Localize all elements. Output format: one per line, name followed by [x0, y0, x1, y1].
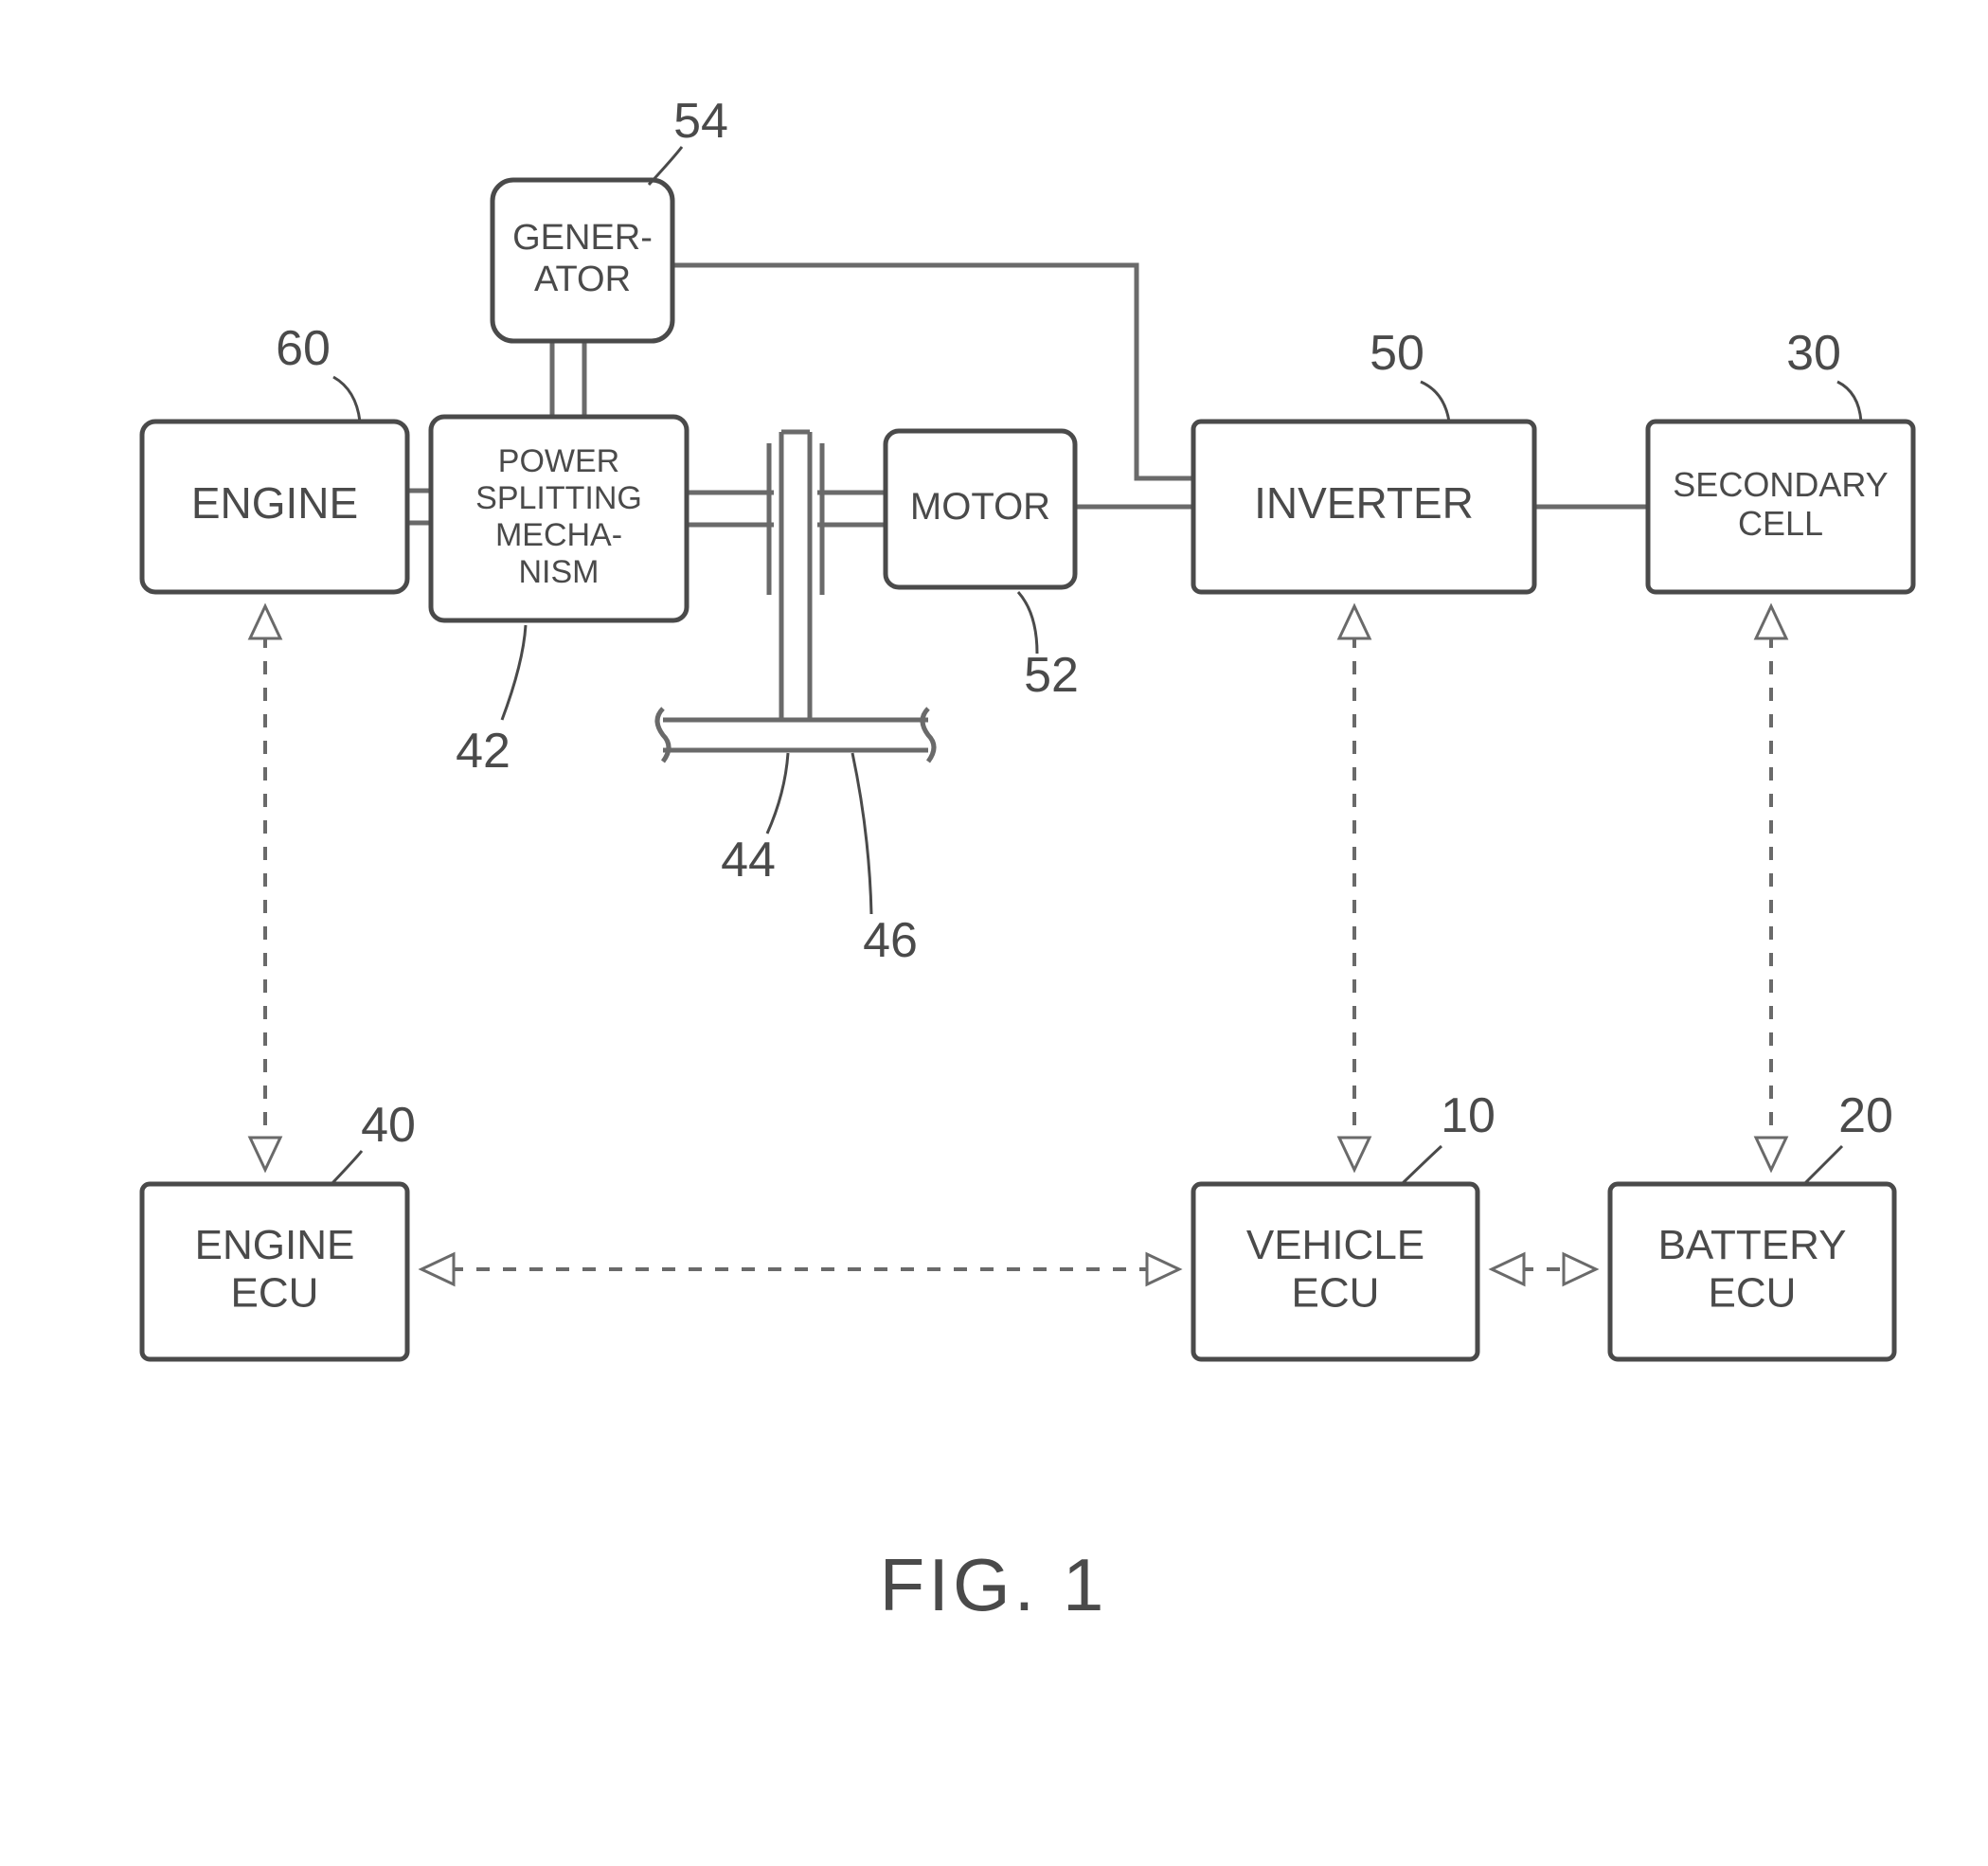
ref-psm: 42 [456, 625, 526, 779]
box-inverter: INVERTER [1193, 422, 1534, 592]
control-link-engine_to_engine_ecu [250, 606, 280, 1170]
box-label-engine_ecu-0: ENGINE [195, 1222, 355, 1268]
box-generator: GENER-ATOR [493, 180, 672, 341]
box-battery_ecu: BATTERYECU [1610, 1184, 1894, 1359]
control-link-engine_ecu_to_vehicle_ecu [421, 1254, 1179, 1284]
ref-engine_ecu: 40 [331, 1098, 416, 1184]
link-generator-psm [552, 341, 584, 417]
box-label-inverter: INVERTER [1254, 478, 1474, 528]
box-label-engine: ENGINE [191, 478, 358, 528]
ref-num-engine_ecu: 40 [361, 1098, 416, 1153]
ref-num-motor: 52 [1024, 648, 1079, 703]
box-label-battery_ecu-0: BATTERY [1658, 1222, 1847, 1268]
box-label-generator-1: ATOR [534, 260, 631, 299]
box-label-vehicle_ecu-1: ECU [1292, 1269, 1380, 1316]
link-psm-gear [687, 493, 774, 525]
ref-num-battery_ecu: 20 [1838, 1088, 1893, 1143]
control-link-secondary_to_battery_ecu [1756, 606, 1786, 1170]
box-label-psm-3: NISM [519, 554, 600, 590]
ref-battery_ecu: 20 [1804, 1088, 1893, 1184]
ref-num-vehicle_ecu: 10 [1441, 1088, 1495, 1143]
ref-generator: 54 [649, 94, 728, 185]
ref-r44: 44 [721, 753, 788, 888]
ref-secondary: 30 [1786, 326, 1861, 422]
ref-engine: 60 [276, 321, 360, 422]
box-motor: MOTOR [886, 431, 1075, 587]
ref-num-r46: 46 [863, 913, 918, 968]
box-vehicle_ecu: VEHICLEECU [1193, 1184, 1478, 1359]
ref-r46: 46 [852, 753, 918, 968]
diagram-canvas: ENGINE POWERSPLITTINGMECHA-NISM GENER-ATOR… [0, 0, 1988, 1866]
box-label-motor: MOTOR [910, 486, 1050, 528]
link-gear-motor [817, 493, 886, 525]
ref-num-psm: 42 [456, 724, 510, 779]
ref-vehicle_ecu: 10 [1402, 1088, 1495, 1184]
box-label-battery_ecu-1: ECU [1709, 1269, 1797, 1316]
ref-num-engine: 60 [276, 321, 331, 376]
control-link-inverter_to_vehicle_ecu [1339, 606, 1370, 1170]
figure-caption: FIG. 1 [880, 1543, 1108, 1626]
box-label-generator-0: GENER- [512, 218, 653, 258]
box-label-secondary-1: CELL [1738, 504, 1823, 543]
control-link-vehicle_ecu_to_battery_ecu [1492, 1254, 1596, 1284]
box-label-vehicle_ecu-0: VEHICLE [1246, 1222, 1424, 1268]
box-secondary: SECONDARYCELL [1648, 422, 1913, 592]
box-label-secondary-0: SECONDARY [1673, 465, 1888, 504]
box-label-engine_ecu-1: ECU [231, 1269, 319, 1316]
box-engine_ecu: ENGINEECU [142, 1184, 407, 1359]
ref-num-inverter: 50 [1370, 326, 1424, 381]
ref-num-generator: 54 [673, 94, 728, 149]
link-engine-psm [407, 491, 431, 523]
ref-inverter: 50 [1370, 326, 1449, 422]
box-label-psm-0: POWER [498, 443, 619, 479]
box-engine: ENGINE [142, 422, 407, 592]
box-label-psm-2: MECHA- [495, 517, 622, 553]
ref-motor: 52 [1018, 592, 1079, 703]
ref-num-r44: 44 [721, 833, 776, 888]
ref-num-secondary: 30 [1786, 326, 1841, 381]
box-psm: POWERSPLITTINGMECHA-NISM [431, 417, 687, 620]
box-label-psm-1: SPLITTING [475, 480, 642, 516]
